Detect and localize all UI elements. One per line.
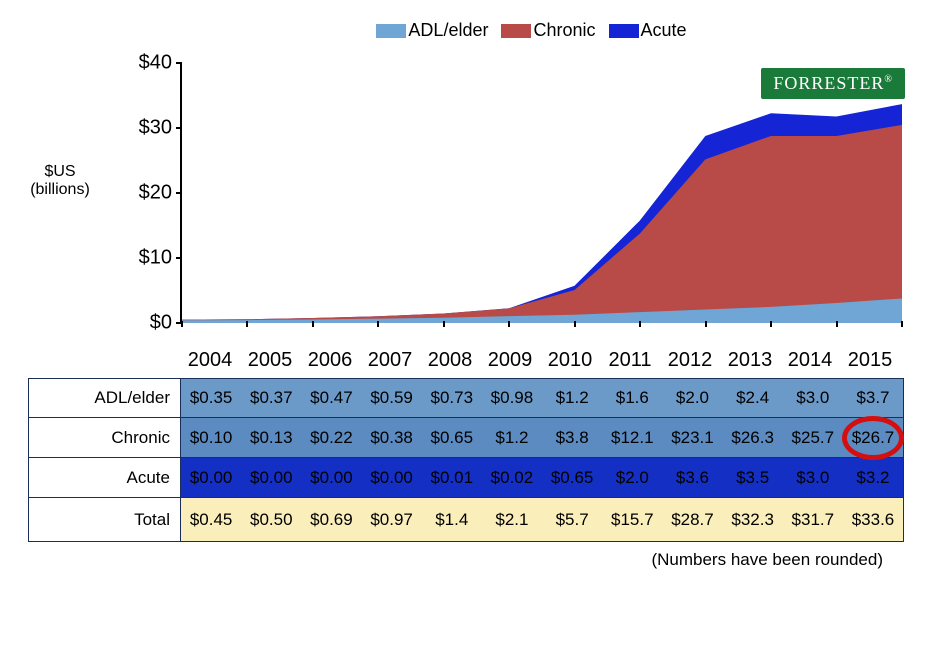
cell: $0.13 bbox=[241, 418, 301, 457]
row-header: Acute bbox=[29, 458, 181, 497]
xtick-label: 2011 bbox=[600, 349, 660, 372]
cell: $1.6 bbox=[602, 379, 662, 417]
cell: $0.59 bbox=[362, 379, 422, 417]
cell: $3.0 bbox=[783, 458, 843, 497]
legend-item-chronic: Chronic bbox=[501, 20, 595, 41]
legend-swatch-acute bbox=[609, 24, 639, 38]
cell: $25.7 bbox=[783, 418, 843, 457]
stacked-area-svg bbox=[182, 63, 902, 323]
cell: $26.7 bbox=[843, 418, 903, 457]
cell: $3.2 bbox=[843, 458, 903, 497]
legend-item-adl: ADL/elder bbox=[376, 20, 488, 41]
xtick-label: 2009 bbox=[480, 349, 540, 372]
table-row: Total$0.45$0.50$0.69$0.97$1.4$2.1$5.7$15… bbox=[28, 498, 904, 542]
cell: $2.0 bbox=[662, 379, 722, 417]
data-table: ADL/elder$0.35$0.37$0.47$0.59$0.73$0.98$… bbox=[28, 378, 904, 542]
table-row: Acute$0.00$0.00$0.00$0.00$0.01$0.02$0.65… bbox=[28, 458, 904, 498]
xtick-label: 2013 bbox=[720, 349, 780, 372]
cell: $2.0 bbox=[602, 458, 662, 497]
cell: $5.7 bbox=[542, 498, 602, 541]
cell: $0.65 bbox=[422, 418, 482, 457]
cell: $0.00 bbox=[181, 458, 241, 497]
cell: $1.4 bbox=[422, 498, 482, 541]
cell: $0.01 bbox=[422, 458, 482, 497]
cell: $0.10 bbox=[181, 418, 241, 457]
cell: $0.73 bbox=[422, 379, 482, 417]
ytick-label: $20 bbox=[112, 182, 172, 205]
cell: $15.7 bbox=[602, 498, 662, 541]
cell: $12.1 bbox=[602, 418, 662, 457]
cell: $0.00 bbox=[362, 458, 422, 497]
chart: $US (billions) $0$10$20$30$40 bbox=[100, 43, 900, 343]
cell: $0.00 bbox=[301, 458, 361, 497]
row-header: Chronic bbox=[29, 418, 181, 457]
cell: $0.38 bbox=[362, 418, 422, 457]
area-chronic bbox=[182, 125, 902, 320]
table-row: Chronic$0.10$0.13$0.22$0.38$0.65$1.2$3.8… bbox=[28, 418, 904, 458]
cell: $2.4 bbox=[723, 379, 783, 417]
legend-swatch-adl bbox=[376, 24, 406, 38]
cell: $23.1 bbox=[662, 418, 722, 457]
cell: $1.2 bbox=[482, 418, 542, 457]
cell: $31.7 bbox=[783, 498, 843, 541]
cell: $3.6 bbox=[662, 458, 722, 497]
cell: $3.7 bbox=[843, 379, 903, 417]
cell: $28.7 bbox=[662, 498, 722, 541]
plot-area bbox=[180, 63, 900, 323]
yaxis-title-line2: (billions) bbox=[22, 181, 98, 199]
legend-label: Chronic bbox=[533, 20, 595, 40]
cell: $0.98 bbox=[482, 379, 542, 417]
cell: $0.00 bbox=[241, 458, 301, 497]
legend: ADL/elder Chronic Acute bbox=[20, 20, 923, 41]
cell: $0.69 bbox=[301, 498, 361, 541]
xtick-label: 2014 bbox=[780, 349, 840, 372]
cell: $0.45 bbox=[181, 498, 241, 541]
cell: $0.35 bbox=[181, 379, 241, 417]
xtick-label: 2004 bbox=[180, 349, 240, 372]
xtick-label: 2007 bbox=[360, 349, 420, 372]
legend-item-acute: Acute bbox=[609, 20, 687, 41]
cell: $3.5 bbox=[723, 458, 783, 497]
ytick-label: $40 bbox=[112, 52, 172, 75]
cell: $0.47 bbox=[301, 379, 361, 417]
cell: $0.37 bbox=[241, 379, 301, 417]
xtick-label: 2012 bbox=[660, 349, 720, 372]
legend-label: Acute bbox=[641, 20, 687, 40]
cell: $3.8 bbox=[542, 418, 602, 457]
cell: $0.50 bbox=[241, 498, 301, 541]
yaxis-title-line1: $US bbox=[22, 163, 98, 181]
cell: $0.97 bbox=[362, 498, 422, 541]
cell: $2.1 bbox=[482, 498, 542, 541]
cell: $1.2 bbox=[542, 379, 602, 417]
cell: $3.0 bbox=[783, 379, 843, 417]
figure: ADL/elder Chronic Acute FORRESTER® $US (… bbox=[20, 20, 923, 570]
xtick-label: 2015 bbox=[840, 349, 900, 372]
xtick-label: 2005 bbox=[240, 349, 300, 372]
x-axis-labels: 2004200520062007200820092010201120122013… bbox=[180, 349, 900, 372]
cell: $0.02 bbox=[482, 458, 542, 497]
xtick-label: 2008 bbox=[420, 349, 480, 372]
xtick-label: 2010 bbox=[540, 349, 600, 372]
yaxis-title: $US (billions) bbox=[22, 163, 98, 200]
cell: $26.3 bbox=[723, 418, 783, 457]
cell: $32.3 bbox=[723, 498, 783, 541]
cell: $0.22 bbox=[301, 418, 361, 457]
legend-swatch-chronic bbox=[501, 24, 531, 38]
cell: $0.65 bbox=[542, 458, 602, 497]
row-header: Total bbox=[29, 498, 181, 541]
row-header: ADL/elder bbox=[29, 379, 181, 417]
xtick-label: 2006 bbox=[300, 349, 360, 372]
footnote: (Numbers have been rounded) bbox=[20, 550, 883, 570]
cell: $33.6 bbox=[843, 498, 903, 541]
ytick-label: $30 bbox=[112, 117, 172, 140]
legend-label: ADL/elder bbox=[408, 20, 488, 40]
ytick-label: $0 bbox=[112, 312, 172, 335]
table-row: ADL/elder$0.35$0.37$0.47$0.59$0.73$0.98$… bbox=[28, 378, 904, 418]
ytick-label: $10 bbox=[112, 247, 172, 270]
